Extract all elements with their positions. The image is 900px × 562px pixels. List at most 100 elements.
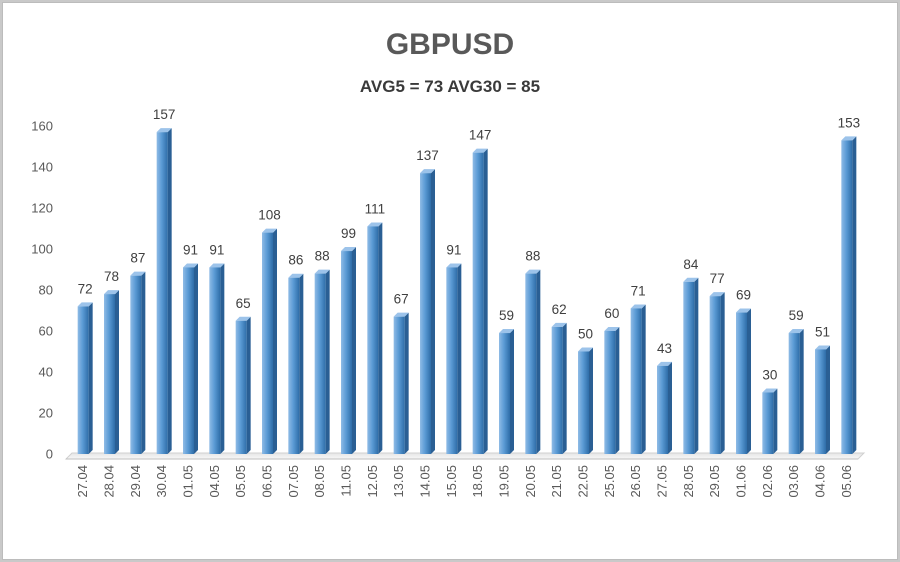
bar-top (393, 312, 409, 317)
y-tick-label: 160 (31, 119, 53, 134)
data-label: 65 (236, 296, 251, 311)
x-tick-label: 04.05 (207, 465, 222, 498)
x-tick-label: 25.05 (602, 465, 617, 498)
bar (788, 329, 804, 454)
data-label: 67 (394, 292, 409, 307)
x-tick-label: 29.05 (707, 465, 722, 498)
bar-top (341, 247, 356, 252)
data-label: 91 (183, 242, 198, 257)
bar-front (762, 392, 774, 454)
bar (341, 247, 356, 454)
data-label: 69 (736, 288, 751, 303)
bar (815, 345, 830, 454)
bar-top (235, 316, 251, 321)
data-label: 153 (838, 115, 861, 130)
bar-top (630, 304, 646, 309)
x-tick-label: 29.04 (128, 465, 143, 498)
bar-side (404, 312, 409, 454)
bar-side (799, 329, 804, 454)
data-label: 77 (710, 271, 725, 286)
bar-front (657, 365, 668, 454)
x-tick-label: 21.05 (549, 465, 564, 498)
bar-side (826, 345, 830, 454)
bar (183, 263, 198, 454)
bar-side (115, 290, 119, 454)
bar (683, 277, 699, 454)
bar-top (130, 271, 146, 276)
bar-top (156, 128, 172, 133)
data-label: 88 (525, 249, 540, 264)
bar (604, 327, 620, 454)
bar-top (736, 308, 751, 313)
bar-side (299, 273, 304, 454)
x-tick-label: 20.05 (523, 465, 538, 498)
bar-front (709, 296, 721, 454)
bar-top (578, 347, 593, 352)
data-label: 88 (315, 249, 330, 264)
bar-top (815, 345, 830, 350)
bar-side (668, 361, 672, 454)
x-tick-label: 01.05 (181, 465, 196, 498)
bar (709, 292, 725, 454)
bar-front (446, 267, 458, 454)
chart-subtitle: AVG5 = 73 AVG30 = 85 (359, 77, 541, 96)
data-label: 147 (469, 128, 492, 143)
bar (156, 128, 172, 454)
bar (420, 169, 435, 454)
y-tick-label: 140 (31, 160, 53, 175)
bar-front (578, 351, 589, 454)
y-tick-label: 80 (39, 283, 53, 298)
bar-front (525, 273, 537, 454)
bar-top (420, 169, 435, 174)
bar-side (246, 316, 251, 454)
bar (235, 316, 251, 454)
data-label: 43 (657, 341, 672, 356)
bar-top (762, 388, 778, 393)
bar (262, 228, 277, 454)
data-label: 137 (416, 148, 439, 163)
bar-side (457, 263, 462, 454)
bar-front (104, 294, 115, 454)
bar (130, 271, 146, 454)
bar-top (551, 322, 567, 327)
data-label: 87 (130, 251, 145, 266)
bar-front (314, 273, 326, 454)
bar-top (841, 136, 857, 141)
bar (578, 347, 593, 454)
x-tick-label: 04.06 (813, 465, 828, 498)
x-tick-label: 02.06 (760, 465, 775, 498)
x-tick-label: 05.05 (233, 465, 248, 498)
bar (393, 312, 409, 454)
bar-side (694, 277, 699, 454)
bar-top (367, 222, 383, 227)
bar-top (446, 263, 462, 268)
bar-top (499, 329, 514, 334)
x-tick-label: 27.05 (655, 465, 670, 498)
bar-top (104, 290, 119, 295)
x-tick-label: 05.06 (839, 465, 854, 498)
x-tick-label: 12.05 (365, 465, 380, 498)
bar (762, 388, 778, 454)
bar (551, 322, 567, 454)
bar-front (341, 251, 352, 454)
bar-front (235, 320, 247, 454)
bar-side (510, 329, 514, 454)
x-tick-label: 01.06 (734, 465, 749, 498)
bar-top (288, 273, 304, 278)
data-label: 59 (789, 308, 804, 323)
bar-front (288, 277, 300, 454)
bar-front (736, 312, 747, 454)
bar-front (815, 349, 826, 454)
x-tick-label: 30.04 (154, 465, 169, 498)
bar-front (420, 173, 431, 454)
bar-side (773, 388, 778, 454)
data-label: 91 (209, 242, 224, 257)
y-axis: 0 20 40 60 80 100 120 140 160 (31, 119, 53, 462)
bar (367, 222, 383, 454)
bar-side (167, 128, 172, 454)
bar-top (788, 329, 804, 334)
bar (525, 269, 541, 454)
x-tick-label: 06.05 (260, 465, 275, 498)
bar (446, 263, 462, 454)
bar-side (641, 304, 646, 454)
